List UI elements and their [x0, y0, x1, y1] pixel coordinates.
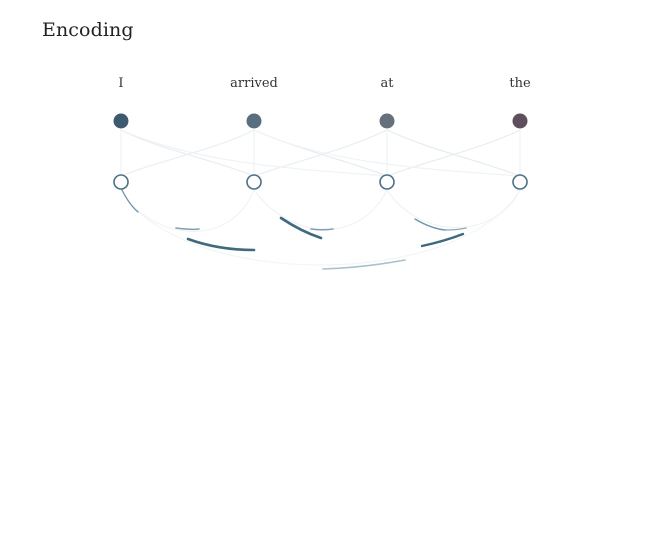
token-node-at [379, 113, 395, 129]
hidden-node-4 [512, 174, 528, 190]
attention-arc-segment [414, 218, 446, 231]
token-node-the [512, 113, 528, 129]
token-label-at: at [380, 76, 394, 91]
token-label-arrived: arrived [230, 76, 278, 91]
attention-arc-segment [186, 237, 256, 252]
token-node-arrived [246, 113, 262, 129]
token-node-i [113, 113, 129, 129]
hidden-state-nodes [113, 174, 528, 190]
encoding-title: Encoding [42, 19, 134, 41]
faint-attention-arcs [120, 129, 521, 266]
attention-arc-segment [121, 189, 139, 213]
hidden-node-3 [379, 174, 395, 190]
input-token-nodes [113, 113, 528, 129]
attention-arc-segment [420, 232, 465, 248]
attention-arc-segment [175, 227, 200, 231]
attention-arc-segment [443, 227, 467, 231]
attention-arc-segment [279, 216, 323, 240]
attention-arc-segment [322, 259, 406, 270]
attention-arc-segment [310, 228, 334, 231]
attention-arcs [121, 189, 467, 270]
token-label-the: the [509, 76, 531, 91]
hidden-node-1 [113, 174, 129, 190]
token-label-i: I [118, 76, 124, 91]
hidden-node-2 [246, 174, 262, 190]
